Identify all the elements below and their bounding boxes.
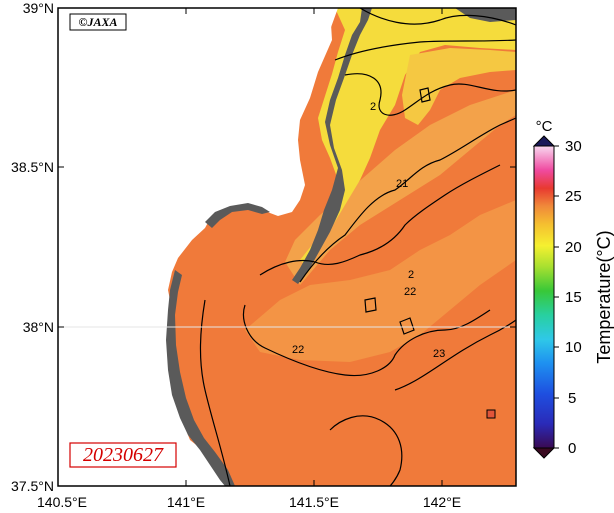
contour-label-21: 21 (396, 178, 408, 190)
colorbar-tick-5: 5 (568, 390, 576, 407)
contour-22-inner (259, 164, 501, 276)
colorbar-top-arrow (532, 135, 556, 147)
colorbar-tick-0: 0 (568, 440, 576, 457)
contour-lines (199, 8, 516, 486)
contour-21-north (359, 8, 516, 26)
coast-top-right (455, 8, 516, 22)
contour-label-23: 23 (433, 348, 445, 360)
lat-label-38-5n: 38.5°N (11, 159, 54, 175)
colorbar-bottom-arrow (532, 447, 556, 459)
coast-south (166, 270, 235, 486)
date-text: 20230627 (83, 444, 164, 466)
lon-label-140-5e: 140.5°E (37, 494, 87, 510)
contour-23 (394, 319, 516, 391)
map-area: 21 22 22 23 2 2 (58, 8, 516, 486)
colorbar-gradient (533, 145, 555, 449)
contour-22-south (243, 304, 491, 377)
contour-label-2-a: 2 (370, 101, 376, 113)
land-mass (58, 8, 338, 486)
contour-label-2-b: 2 (408, 269, 414, 281)
contour-21-main (344, 73, 516, 116)
date-box (69, 442, 177, 468)
lat-label-37-5n: 37.5°N (11, 478, 54, 494)
sea-cool-offshore (402, 48, 516, 125)
contour-small-loop-2 (399, 317, 415, 335)
colorbar-tick-10: 10 (565, 339, 582, 356)
contour-22-band (299, 117, 516, 283)
coast-north (292, 8, 372, 284)
contour-small-loop-3 (419, 87, 431, 103)
lat-label-38n: 38°N (23, 319, 54, 335)
colorbar-tick-30: 30 (565, 138, 582, 155)
contour-label-22-b: 22 (292, 344, 304, 356)
colorbar-tick-20: 20 (565, 239, 582, 256)
colorbar-tick-25: 25 (565, 188, 582, 205)
colorbar-unit: °C (536, 118, 553, 135)
lon-label-141e: 141°E (167, 494, 205, 510)
colorbar-title: Temperature(°C) (594, 230, 614, 363)
colorbar-tick-15: 15 (565, 289, 582, 306)
lon-label-142e: 142°E (423, 494, 461, 510)
credit-box (69, 13, 127, 31)
sea-cool-region (298, 8, 516, 282)
small-island-marker (486, 409, 496, 419)
lat-label-39n: 39°N (23, 0, 54, 16)
contour-21-upper (334, 39, 516, 61)
credit-text: ©JAXA (79, 15, 118, 29)
colorbar: °C 30 25 20 15 10 5 0 Temperature(°C) (532, 118, 614, 459)
axis-ticks (58, 8, 516, 486)
contour-coast-bay (329, 415, 403, 486)
contour-label-22-a: 22 (404, 286, 416, 298)
coast-bay (205, 203, 270, 228)
contour-small-loop-1 (364, 297, 377, 313)
sea-mid-region-2 (245, 200, 516, 362)
map-frame (57, 7, 517, 487)
lon-label-141-5e: 141.5°E (289, 494, 339, 510)
